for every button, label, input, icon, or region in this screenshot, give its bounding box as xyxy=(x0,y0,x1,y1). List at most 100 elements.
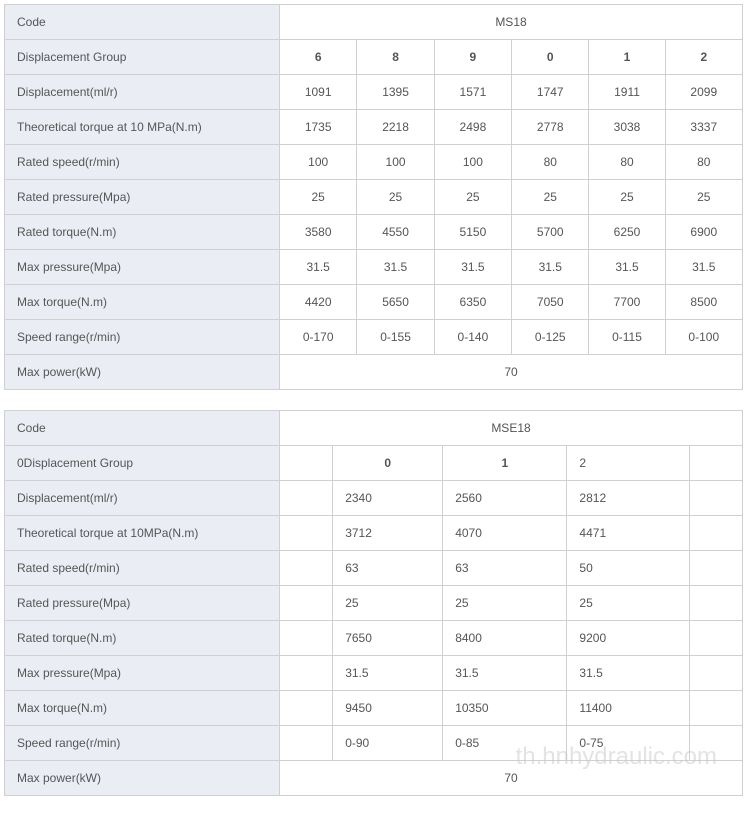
data-cell xyxy=(280,656,333,691)
group-label: Displacement Group xyxy=(5,40,280,75)
data-cell: 6250 xyxy=(589,215,665,250)
data-cell: 0-155 xyxy=(357,320,434,355)
row-label: Displacement(ml/r) xyxy=(5,75,280,110)
data-cell xyxy=(689,516,742,551)
data-cell xyxy=(280,621,333,656)
data-cell: 4420 xyxy=(280,285,357,320)
data-cell xyxy=(689,621,742,656)
data-cell: 0-125 xyxy=(512,320,589,355)
row-label: Rated torque(N.m) xyxy=(5,215,280,250)
table-title: MS18 xyxy=(280,5,743,40)
data-cell: 3712 xyxy=(333,516,443,551)
data-cell: 3580 xyxy=(280,215,357,250)
data-cell: 31.5 xyxy=(434,250,511,285)
data-cell: 6900 xyxy=(665,215,742,250)
power-value: 70 xyxy=(280,761,743,796)
data-cell: 1911 xyxy=(589,75,665,110)
data-cell: 1395 xyxy=(357,75,434,110)
group-col: 2 xyxy=(665,40,742,75)
data-cell: 63 xyxy=(333,551,443,586)
row-label: Rated speed(r/min) xyxy=(5,551,280,586)
row-label: Rated pressure(Mpa) xyxy=(5,180,280,215)
data-cell: 6350 xyxy=(434,285,511,320)
data-cell: 25 xyxy=(280,180,357,215)
data-cell: 2218 xyxy=(357,110,434,145)
data-cell: 4550 xyxy=(357,215,434,250)
data-cell: 5700 xyxy=(512,215,589,250)
data-cell: 25 xyxy=(512,180,589,215)
group-col: 9 xyxy=(434,40,511,75)
data-cell: 0-90 xyxy=(333,726,443,761)
data-cell xyxy=(689,726,742,761)
data-cell: 2778 xyxy=(512,110,589,145)
row-label: Theoretical torque at 10 MPa(N.m) xyxy=(5,110,280,145)
data-cell: 1735 xyxy=(280,110,357,145)
data-cell: 31.5 xyxy=(567,656,689,691)
data-cell: 80 xyxy=(589,145,665,180)
data-cell xyxy=(689,586,742,621)
data-cell xyxy=(689,656,742,691)
group-col xyxy=(689,446,742,481)
data-cell: 4070 xyxy=(443,516,567,551)
data-cell: 5150 xyxy=(434,215,511,250)
spec-table-ms18: Code MS18 Displacement Group 6 8 9 0 1 2… xyxy=(4,4,743,390)
data-cell: 1091 xyxy=(280,75,357,110)
power-label: Max power(kW) xyxy=(5,761,280,796)
power-label: Max power(kW) xyxy=(5,355,280,390)
data-cell: 0-85 xyxy=(443,726,567,761)
group-label: 0Displacement Group xyxy=(5,446,280,481)
data-cell xyxy=(689,691,742,726)
row-label: Rated torque(N.m) xyxy=(5,621,280,656)
group-col xyxy=(280,446,333,481)
data-cell: 63 xyxy=(443,551,567,586)
data-cell: 0-170 xyxy=(280,320,357,355)
row-label: Max pressure(Mpa) xyxy=(5,656,280,691)
group-col: 8 xyxy=(357,40,434,75)
table-title: MSE18 xyxy=(280,411,743,446)
data-cell: 0-140 xyxy=(434,320,511,355)
data-cell xyxy=(280,586,333,621)
data-cell xyxy=(280,726,333,761)
group-col: 0 xyxy=(333,446,443,481)
data-cell: 31.5 xyxy=(443,656,567,691)
data-cell: 100 xyxy=(280,145,357,180)
data-cell: 100 xyxy=(357,145,434,180)
group-col: 6 xyxy=(280,40,357,75)
data-cell: 3038 xyxy=(589,110,665,145)
power-value: 70 xyxy=(280,355,743,390)
data-cell xyxy=(280,516,333,551)
data-cell: 9450 xyxy=(333,691,443,726)
data-cell: 25 xyxy=(434,180,511,215)
group-col: 0 xyxy=(512,40,589,75)
data-cell: 5650 xyxy=(357,285,434,320)
group-col: 2 xyxy=(567,446,689,481)
code-label: Code xyxy=(5,411,280,446)
data-cell: 31.5 xyxy=(357,250,434,285)
row-label: Max torque(N.m) xyxy=(5,285,280,320)
data-cell: 100 xyxy=(434,145,511,180)
data-cell: 80 xyxy=(512,145,589,180)
group-col: 1 xyxy=(443,446,567,481)
data-cell: 1747 xyxy=(512,75,589,110)
data-cell: 8400 xyxy=(443,621,567,656)
data-cell: 31.5 xyxy=(512,250,589,285)
data-cell: 25 xyxy=(665,180,742,215)
data-cell: 2560 xyxy=(443,481,567,516)
data-cell: 7700 xyxy=(589,285,665,320)
data-cell: 31.5 xyxy=(665,250,742,285)
row-label: Rated speed(r/min) xyxy=(5,145,280,180)
data-cell: 2340 xyxy=(333,481,443,516)
row-label: Speed range(r/min) xyxy=(5,320,280,355)
data-cell: 7650 xyxy=(333,621,443,656)
data-cell: 2812 xyxy=(567,481,689,516)
row-label: Speed range(r/min) xyxy=(5,726,280,761)
data-cell xyxy=(689,481,742,516)
data-cell: 0-75 xyxy=(567,726,689,761)
data-cell: 3337 xyxy=(665,110,742,145)
data-cell xyxy=(280,481,333,516)
row-label: Displacement(ml/r) xyxy=(5,481,280,516)
data-cell: 80 xyxy=(665,145,742,180)
data-cell: 2498 xyxy=(434,110,511,145)
data-cell xyxy=(280,551,333,586)
data-cell: 25 xyxy=(589,180,665,215)
